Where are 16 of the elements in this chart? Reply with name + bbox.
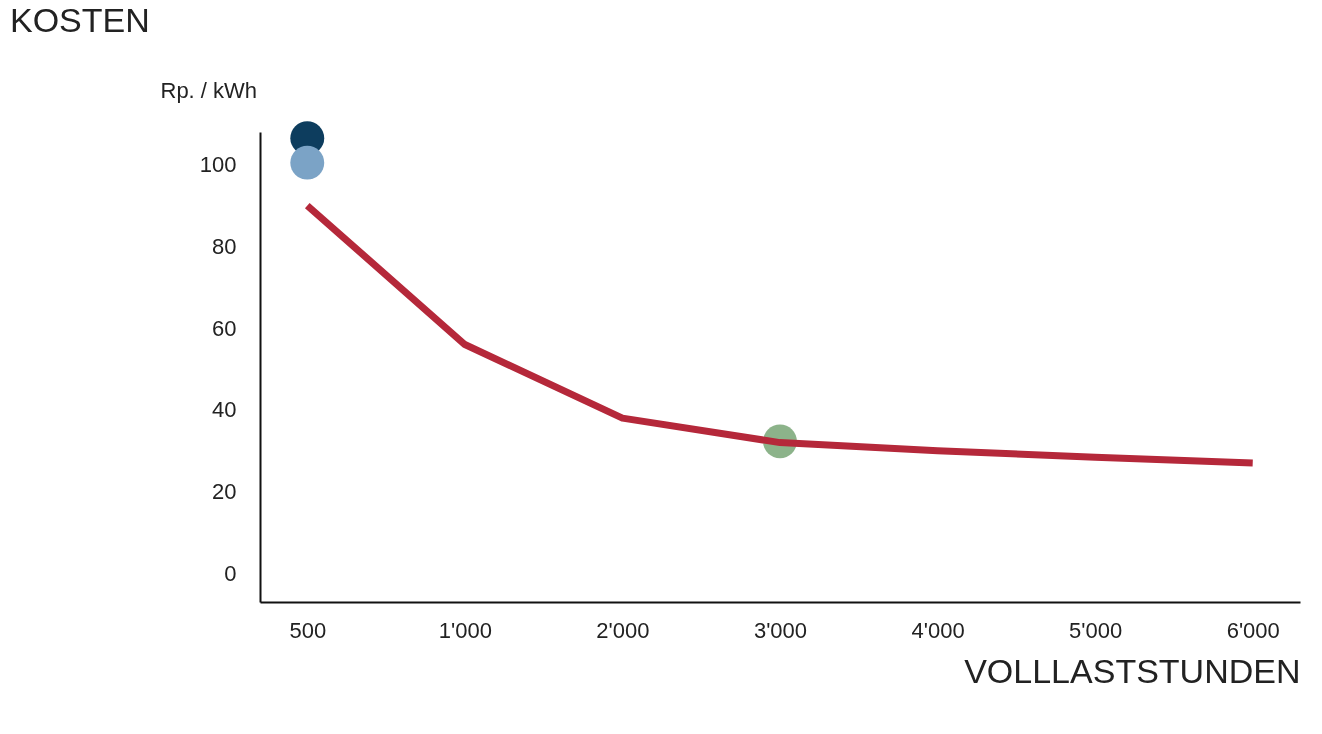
x-axis-title: VOLLLASTSTUNDEN bbox=[964, 651, 1301, 690]
chart-title: KOSTEN bbox=[10, 1, 150, 39]
y-axis-title: Rp. / kWh bbox=[160, 77, 258, 103]
x-tick-label: 5'000 bbox=[1069, 617, 1123, 643]
x-tick-label: 1'000 bbox=[438, 617, 492, 643]
x-tick-label: 6'000 bbox=[1226, 617, 1280, 643]
x-tick-label: 3'000 bbox=[753, 617, 808, 643]
y-tick-label: 100 bbox=[199, 152, 237, 178]
y-tick-label: 0 bbox=[224, 560, 237, 586]
x-tick-label: 2'000 bbox=[596, 617, 650, 643]
y-tick-label: 40 bbox=[212, 397, 237, 423]
y-tick-label: 80 bbox=[212, 233, 237, 259]
x-tick-label: 4'000 bbox=[911, 617, 965, 643]
y-tick-label: 60 bbox=[212, 315, 237, 341]
x-tick-label: 500 bbox=[289, 617, 327, 643]
y-tick-label: 20 bbox=[212, 479, 237, 505]
